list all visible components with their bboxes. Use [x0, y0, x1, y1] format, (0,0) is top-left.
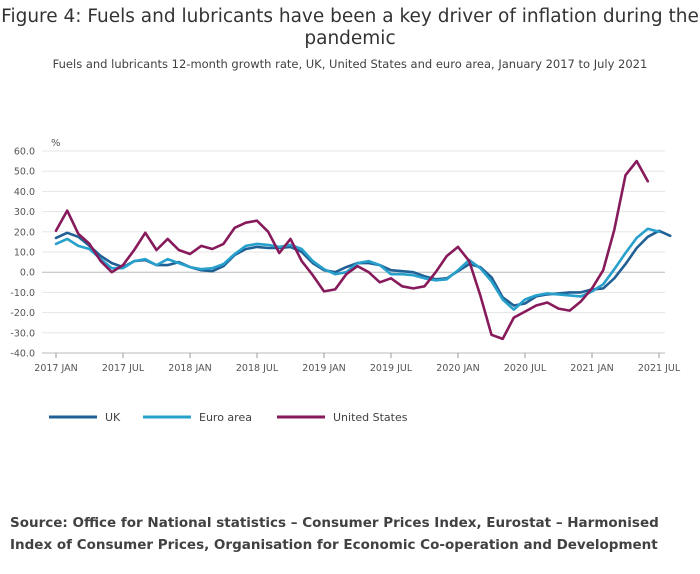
y-tick-label: 40.0 [14, 187, 35, 198]
y-tick-label: -40.0 [10, 349, 35, 360]
grid-lines [42, 150, 665, 354]
legend-label-euro-area: Euro area [199, 411, 252, 424]
legend-label-united-states: United States [333, 411, 408, 424]
x-axis: 2017 JAN 2017 JUL 2018 JAN 2018 JUL 2019 JAN… [34, 352, 681, 374]
x-tick-label: 2021 JAN [570, 363, 613, 374]
legend-label-uk: UK [105, 411, 121, 424]
series-line-united-states [54, 159, 650, 341]
chart-title-line-1: Figure 4: Fuels and lubricants have been… [1, 6, 699, 27]
x-tick-label: 2017 JAN [34, 363, 77, 374]
x-tick-label: 2019 JAN [302, 363, 345, 374]
y-tick-label: 30.0 [14, 207, 35, 218]
x-tick-label: 2020 JUL [504, 363, 547, 374]
y-tick-label: -20.0 [10, 308, 35, 319]
y-tick-label: 20.0 [14, 227, 35, 238]
chart-title-line-2: pandemic [304, 28, 396, 49]
y-tick-label: 10.0 [14, 248, 35, 259]
legend: UK Euro area United States [49, 411, 408, 424]
y-tick-label: -30.0 [10, 328, 35, 339]
chart-subtitle: Fuels and lubricants 12-month growth rat… [52, 57, 648, 71]
y-tick-label: -10.0 [10, 288, 35, 299]
series-line-euro-area [54, 227, 661, 311]
x-tick-label: 2019 JUL [370, 363, 413, 374]
y-tick-label: 50.0 [14, 167, 35, 178]
x-tick-label: 2018 JAN [168, 363, 211, 374]
y-tick-label: 60.0 [14, 147, 35, 158]
y-tick-label: 0.0 [20, 268, 35, 279]
x-tick-label: 2018 JUL [236, 363, 279, 374]
y-axis: 60.0 50.0 40.0 30.0 20.0 10.0 0.0 -10.0 -20.0 -30… [10, 138, 60, 360]
x-tick-label: 2020 JAN [436, 363, 479, 374]
x-tick-label: 2017 JUL [102, 363, 145, 374]
y-axis-label: % [51, 138, 61, 149]
line-chart: 60.0 50.0 40.0 30.0 20.0 10.0 0.0 -10.0 -20.0 -30… [10, 138, 681, 424]
chart-title: Figure 4: Fuels and lubricants have been… [0, 6, 700, 50]
x-tick-label: 2021 JUL [638, 363, 681, 374]
source-note: Source: Office for National statistics –… [10, 515, 659, 553]
series-lines [54, 159, 672, 341]
